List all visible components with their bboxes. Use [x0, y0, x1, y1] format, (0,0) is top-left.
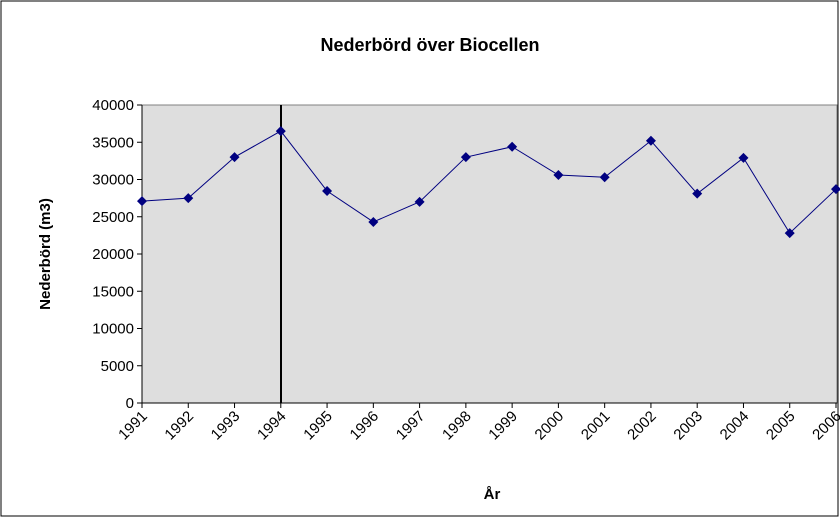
data-point	[507, 141, 518, 152]
data-point	[784, 228, 795, 239]
y-tick-label: 15000	[92, 283, 134, 300]
data-point	[275, 126, 286, 137]
plot-area	[141, 104, 838, 404]
data-point	[599, 172, 610, 183]
data-point	[553, 170, 564, 181]
data-point	[460, 152, 471, 163]
data-point	[738, 152, 749, 163]
data-point	[692, 188, 703, 199]
y-tick-label: 20000	[92, 246, 134, 263]
chart-title: Nederbörd över Biocellen	[320, 35, 539, 55]
data-point	[368, 216, 379, 227]
y-tick-label: 25000	[92, 209, 134, 226]
y-tick-label: 40000	[92, 97, 134, 114]
data-point	[322, 186, 333, 197]
data-point	[183, 193, 194, 204]
y-tick-label: 30000	[92, 172, 134, 189]
data-point	[229, 152, 240, 163]
y-axis-label: Nederbörd (m3)	[37, 198, 54, 310]
line-series	[141, 130, 837, 234]
data-point	[137, 196, 147, 207]
x-axis-label: År	[484, 486, 501, 503]
data-point	[645, 135, 656, 146]
y-tick-label: 35000	[92, 134, 134, 151]
data-point	[831, 184, 840, 195]
y-tick-label: 5000	[101, 358, 134, 375]
y-tick-label: 10000	[92, 321, 134, 338]
data-point	[414, 196, 425, 207]
y-tick-label: 0	[126, 395, 134, 412]
